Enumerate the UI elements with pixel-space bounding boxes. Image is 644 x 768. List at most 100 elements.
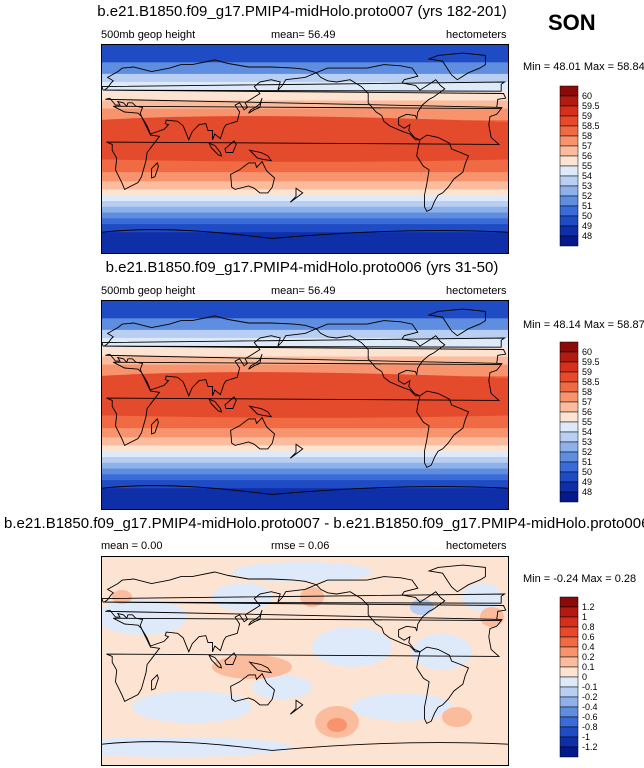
- contour-band: [102, 437, 508, 446]
- coastline: [289, 699, 304, 715]
- contour-anomaly: [112, 590, 132, 604]
- colorbar-tick-label: 60: [582, 91, 592, 101]
- coastline: [224, 652, 237, 665]
- contour-band: [102, 73, 508, 83]
- colorbar-swatch: [559, 626, 579, 638]
- colorbar-tick-label: 53: [582, 437, 592, 447]
- coastline: [230, 416, 276, 450]
- panel-3-mean: mean = 0.00: [101, 540, 163, 552]
- contour-anomaly: [410, 599, 434, 615]
- colorbar-swatch: [559, 165, 579, 177]
- coastline: [416, 390, 470, 469]
- panel-1-map: [101, 44, 509, 254]
- coastline: [248, 98, 263, 114]
- coastline: [416, 646, 470, 725]
- contour-band: [102, 224, 508, 233]
- coastline: [248, 661, 273, 674]
- colorbar-swatch: [559, 95, 579, 107]
- colorbar-tick-label: 0.2: [582, 652, 595, 662]
- coastline: [208, 142, 223, 157]
- colorbar-tick-label: 55: [582, 161, 592, 171]
- coastline: [151, 674, 159, 691]
- colorbar-tick-label: 55: [582, 417, 592, 427]
- colorbar-tick-label: 59: [582, 111, 592, 121]
- colorbar-swatch: [559, 401, 579, 413]
- contour-anomaly: [412, 634, 472, 670]
- colorbar-swatch: [559, 606, 579, 618]
- colorbar-swatch: [559, 431, 579, 443]
- colorbar-swatch: [559, 616, 579, 628]
- coastline: [248, 405, 273, 418]
- contour-anomaly: [327, 718, 347, 732]
- panel-2-map-svg: [102, 301, 508, 509]
- coastline: [248, 610, 263, 626]
- coastline-antarctica: [102, 741, 508, 751]
- contour-band: [102, 457, 508, 464]
- colorbar-swatch: [559, 361, 579, 373]
- contour-anomaly: [462, 583, 502, 611]
- colorbar-tick-label: 52: [582, 191, 592, 201]
- colorbar-swatch: [559, 135, 579, 147]
- colorbar-tick-label: 58.5: [582, 121, 600, 131]
- panel-1-mean: mean= 56.49: [271, 29, 336, 41]
- colorbar-swatch: [559, 441, 579, 453]
- panel-2-variable: 500mb geop height: [101, 285, 196, 297]
- panel-1-units: hectometers: [446, 29, 507, 41]
- panel-2-title: b.e21.B1850.f09_g17.PMIP4-midHolo.proto0…: [105, 259, 499, 276]
- coastline: [224, 396, 237, 409]
- colorbar-tick-label: 54: [582, 427, 592, 437]
- contour-band: [102, 206, 508, 214]
- coastline-antarctica: [102, 485, 508, 495]
- colorbar-tick-label: 1: [582, 612, 587, 622]
- colorbar-tick-label: 49: [582, 221, 592, 231]
- contour-band: [102, 347, 508, 357]
- colorbar-swatch: [559, 736, 579, 748]
- coastline: [248, 149, 273, 162]
- colorbar-swatch: [559, 666, 579, 678]
- panel-3-colorbar: 1.2 1 0.8 0.6 0.4 0.2 0.1 0 -0.1 -0.2 -0.4 -0.6 -0.8…: [559, 596, 630, 758]
- colorbar-swatch: [559, 351, 579, 363]
- contour-band: [102, 445, 508, 452]
- colorbar-tick-label: 51: [582, 201, 592, 211]
- colorbar-tick-label: 57: [582, 397, 592, 407]
- colorbar-swatch: [559, 471, 579, 483]
- contour-anomaly: [480, 607, 504, 627]
- contour-band: [102, 91, 508, 101]
- colorbar-swatch: [559, 696, 579, 708]
- contour-band: [102, 172, 508, 182]
- coastline: [208, 398, 223, 413]
- coastline: [208, 654, 223, 669]
- contour-core: [102, 116, 508, 162]
- contour-band: [102, 201, 508, 208]
- colorbar-tick-label: 49: [582, 477, 592, 487]
- coastline: [151, 418, 159, 435]
- colorbar-tick-label: -1.2: [582, 742, 598, 752]
- colorbar-swatch: [559, 461, 579, 473]
- contour-band: [102, 428, 508, 438]
- coastline: [315, 320, 446, 397]
- contour-band: [102, 81, 508, 92]
- colorbar-swatch: [559, 596, 579, 608]
- colorbar-tick-label: -0.6: [582, 712, 598, 722]
- coastline: [102, 571, 507, 653]
- colorbar-tick-label: -0.2: [582, 692, 598, 702]
- colorbar-swatch: [559, 636, 579, 648]
- contour-anomaly: [132, 691, 252, 723]
- colorbar-tick-label: 50: [582, 211, 592, 221]
- contour-band: [102, 218, 508, 225]
- colorbar-tick-label: 56: [582, 407, 592, 417]
- contour-anomaly: [300, 587, 324, 607]
- colorbar-tick-label: 52: [582, 447, 592, 457]
- coastline: [315, 64, 446, 141]
- panel-2-map: [101, 300, 509, 510]
- colorbar-tick-label: -0.1: [582, 682, 598, 692]
- colorbar-swatch: [559, 686, 579, 698]
- colorbar-swatch: [559, 381, 579, 393]
- colorbar-tick-label: 60: [582, 347, 592, 357]
- coastline: [102, 315, 507, 397]
- coastline: [416, 134, 470, 213]
- contour-band: [102, 189, 508, 196]
- panel-1-minmax: Min = 48.01 Max = 58.84: [523, 61, 644, 73]
- contour-band: [102, 318, 508, 331]
- colorbar-swatch: [559, 656, 579, 668]
